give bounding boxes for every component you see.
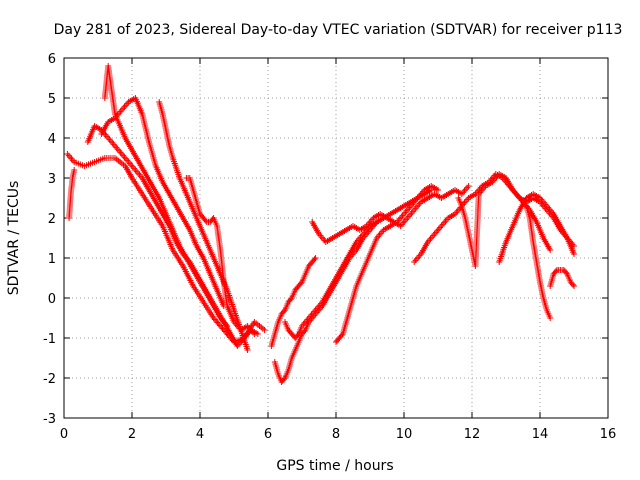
series-track-14 [496,191,577,265]
series-markers [271,215,387,385]
y-axis-label: SDTVAR / TECUs [6,181,22,296]
series-track-10 [309,183,472,245]
series-markers [496,191,577,265]
x-tick-label: 8 [332,427,340,442]
y-tick-label: 5 [48,92,56,107]
series-track-11 [333,183,441,345]
series-markers [156,99,251,353]
y-tick-label: -2 [43,372,56,387]
x-tick-label: 2 [128,427,136,442]
series-markers [333,183,441,345]
series-markers [183,175,258,337]
y-tick-label: 1 [48,252,56,267]
x-tick-label: 14 [532,427,549,442]
y-tick-label: 6 [48,52,56,67]
chart-title: Day 281 of 2023, Sidereal Day-to-day VTE… [54,22,623,38]
y-tick-label: 2 [48,212,56,227]
x-axis-label: GPS time / hours [276,458,393,474]
series-track-15 [523,203,554,321]
series-track-4 [101,63,231,329]
x-tick-label: 0 [60,427,68,442]
plot-frame [63,57,609,419]
x-tick-label: 6 [264,427,272,442]
data-points [64,63,577,385]
series-markers [66,167,78,221]
series-markers [547,267,577,289]
series-track-17 [66,167,78,221]
x-tick-label: 4 [196,427,204,442]
series-markers [98,95,227,309]
series-track-3 [98,95,227,309]
y-tick-label: 4 [48,132,56,147]
series-track-5 [156,99,251,353]
series-markers [101,63,231,329]
series-markers [523,203,554,321]
series-markers [268,255,319,349]
series-track-7 [268,255,319,349]
series-track-8 [271,215,387,385]
x-tick-label: 16 [600,427,617,442]
y-tick-label: 3 [48,172,56,187]
y-tick-label: -1 [43,332,56,347]
x-tick-label: 10 [396,427,413,442]
x-tick-label: 12 [464,427,481,442]
series-track-16 [547,267,577,289]
y-tick-label: -3 [43,412,56,427]
series-markers [309,183,472,245]
y-tick-label: 0 [48,292,56,307]
series-track-6 [183,175,258,337]
